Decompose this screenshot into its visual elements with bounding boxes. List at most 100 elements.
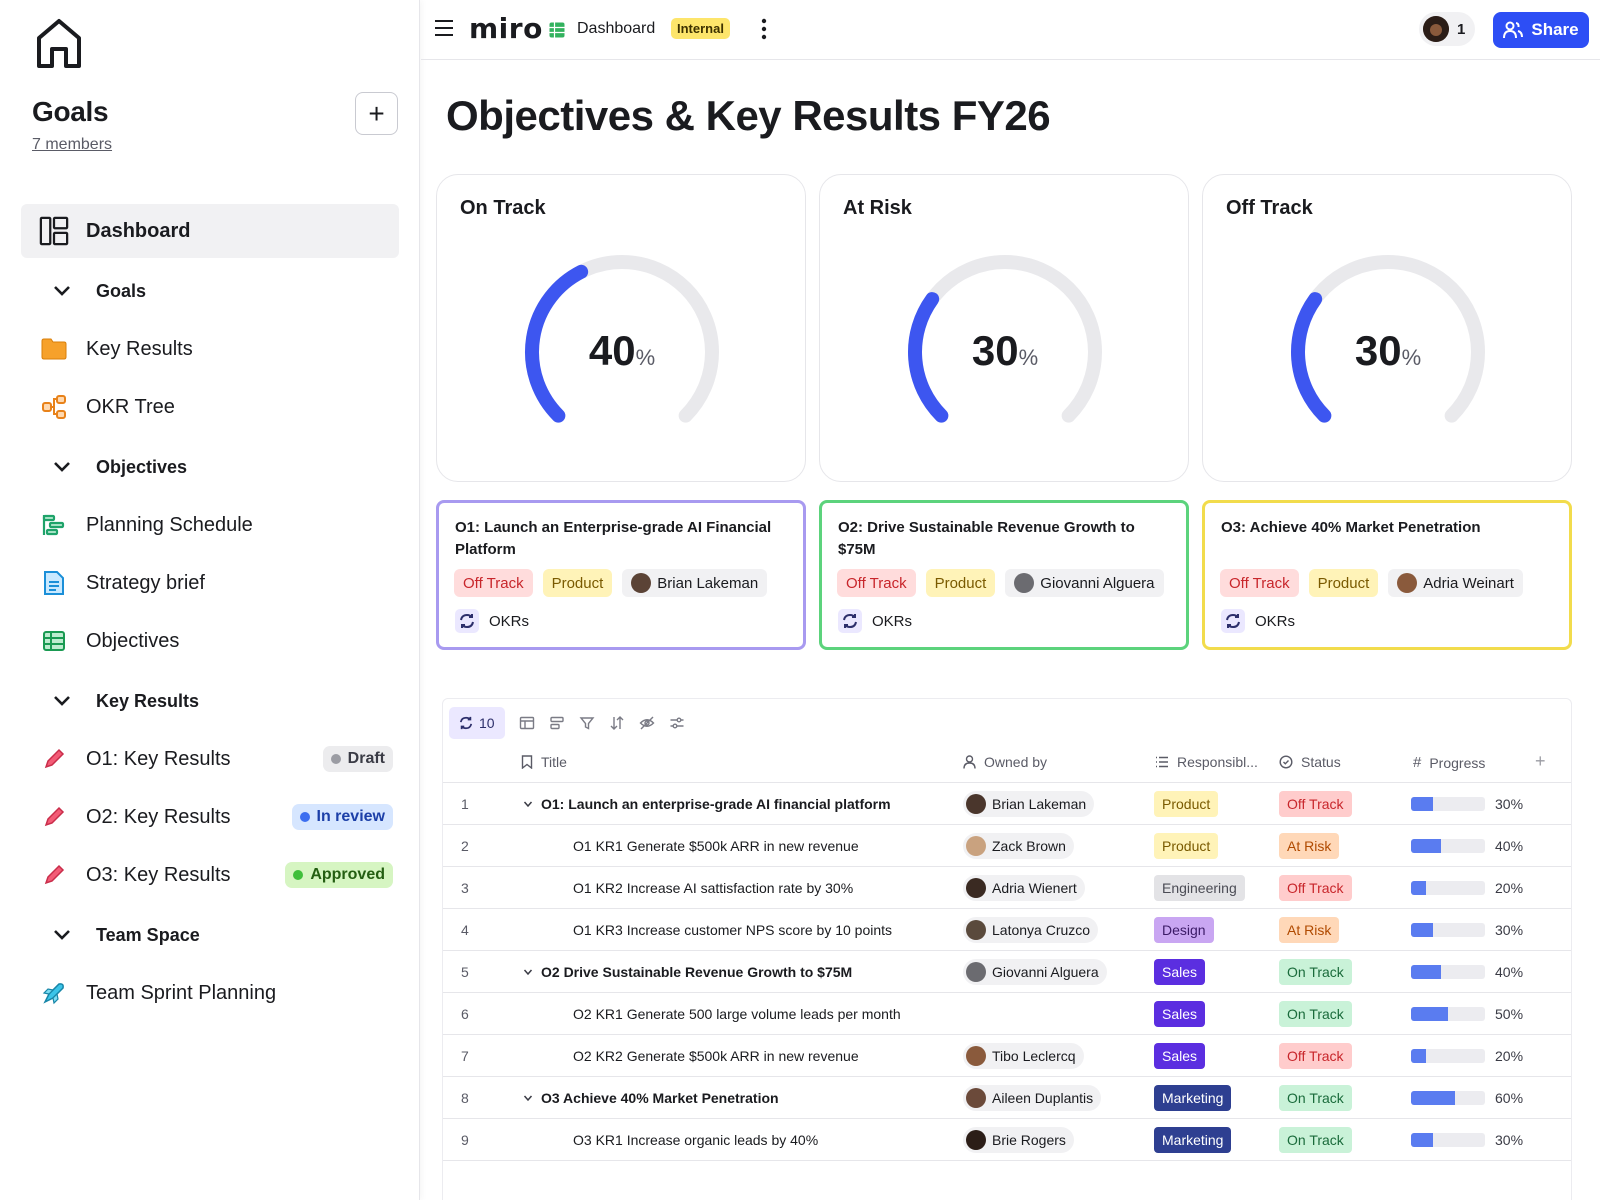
objective-card-o2[interactable]: O2: Drive Sustainable Revenue Growth to …	[819, 500, 1189, 650]
column-responsible[interactable]: Responsibl...	[1155, 754, 1258, 770]
status-tag[interactable]: On Track	[1279, 1085, 1352, 1111]
owner-chip[interactable]: Latonya Cruzco	[963, 917, 1099, 943]
gauge-chart	[525, 255, 719, 423]
table-row[interactable]: 4 O1 KR3 Increase customer NPS score by 1…	[443, 909, 1571, 951]
pencil-icon	[39, 802, 69, 832]
table-row[interactable]: 8 O3 Achieve 40% Market Penetration Aileen…	[443, 1077, 1571, 1119]
chevron-down-icon[interactable]	[523, 1093, 533, 1103]
owner-chip[interactable]: Brian Lakeman	[963, 791, 1095, 817]
miro-logo[interactable]: miro	[469, 12, 543, 45]
sidebar-section-objectives[interactable]: Objectives	[21, 440, 399, 494]
sidebar-item-dashboard[interactable]: Dashboard	[21, 204, 399, 258]
avatar	[966, 878, 986, 898]
table-row[interactable]: 7 O2 KR2 Generate $500k ARR in new revenu…	[443, 1035, 1571, 1077]
gauge-value: 30%	[820, 327, 1190, 375]
responsible-tag[interactable]: Marketing	[1154, 1085, 1232, 1111]
board-name[interactable]: Dashboard	[577, 20, 656, 37]
sidebar-item-team-sprint-planning[interactable]: Team Sprint Planning	[21, 966, 399, 1020]
table-row[interactable]: 1 O1: Launch an enterprise-grade AI finan…	[443, 783, 1571, 825]
owner-chip[interactable]: Adria Wienert	[963, 875, 1085, 901]
hide-icon[interactable]	[639, 715, 655, 731]
members-link[interactable]: 7 members	[32, 136, 113, 153]
sidebar-item-key-results[interactable]: Key Results	[21, 322, 399, 376]
group-icon[interactable]	[549, 715, 565, 731]
avatar	[631, 573, 652, 593]
more-options-icon[interactable]	[761, 18, 767, 40]
status-tag[interactable]: On Track	[1279, 1127, 1352, 1153]
add-column-icon[interactable]: +	[1535, 751, 1546, 771]
owner-chip[interactable]: Aileen Duplantis	[963, 1085, 1102, 1111]
collaborators-button[interactable]: 1	[1419, 12, 1475, 46]
row-title[interactable]: O3 KR1 Increase organic leads by 40%	[573, 1132, 819, 1148]
status-tag[interactable]: Off Track	[1279, 875, 1352, 901]
sidebar-item-o1-key-results[interactable]: O1: Key Results Draft	[21, 732, 399, 786]
table-row[interactable]: 2 O1 KR1 Generate $500k ARR in new revenu…	[443, 825, 1571, 867]
objective-card-o1[interactable]: O1: Launch an Enterprise-grade AI Financ…	[436, 500, 806, 650]
responsible-tag[interactable]: Marketing	[1154, 1127, 1232, 1153]
progress-value: 50%	[1495, 1006, 1524, 1022]
sidebar-item-label: Objectives	[86, 629, 180, 652]
filter-icon[interactable]	[579, 715, 595, 731]
status-tag[interactable]: On Track	[1279, 1001, 1352, 1027]
share-button[interactable]: Share	[1493, 12, 1589, 48]
sidebar-item-o3-key-results[interactable]: O3: Key Results Approved	[21, 848, 399, 902]
sidebar-section-goals[interactable]: Goals	[21, 264, 399, 318]
owner-chip[interactable]: Brie Rogers	[963, 1127, 1074, 1153]
sidebar-item-okr-tree[interactable]: OKR Tree	[21, 380, 399, 434]
chevron-down-icon[interactable]	[523, 967, 533, 977]
owner-chip[interactable]: Tibo Leclercq	[963, 1043, 1084, 1069]
owner-tag: Giovanni Alguera	[1005, 569, 1164, 597]
objective-card-o3[interactable]: O3: Achieve 40% Market Penetration Off T…	[1202, 500, 1572, 650]
sidebar-item-label: Team Space	[96, 924, 200, 945]
status-tag[interactable]: At Risk	[1279, 917, 1340, 943]
row-title[interactable]: O2 Drive Sustainable Revenue Growth to $…	[541, 964, 853, 980]
responsible-tag[interactable]: Product	[1154, 791, 1219, 817]
table-row[interactable]: 6 O2 KR1 Generate 500 large volume leads …	[443, 993, 1571, 1035]
responsible-tag[interactable]: Sales	[1154, 1043, 1206, 1069]
layout-icon[interactable]	[519, 715, 535, 731]
status-tag[interactable]: Off Track	[1279, 1043, 1352, 1069]
chevron-down-icon[interactable]	[523, 799, 533, 809]
owner-chip[interactable]: Zack Brown	[963, 833, 1074, 859]
row-title[interactable]: O3 Achieve 40% Market Penetration	[541, 1090, 779, 1106]
row-title[interactable]: O1 KR1 Generate $500k ARR in new revenue	[573, 838, 859, 854]
sidebar-item-planning-schedule[interactable]: Planning Schedule	[21, 498, 399, 552]
column-owner[interactable]: Owned by	[963, 754, 1047, 770]
responsible-tag[interactable]: Sales	[1154, 959, 1206, 985]
sort-icon[interactable]	[609, 715, 625, 731]
owner-chip[interactable]: Giovanni Alguera	[963, 959, 1107, 985]
avatar	[966, 1088, 986, 1108]
home-icon[interactable]	[34, 16, 84, 70]
responsible-tag[interactable]: Design	[1154, 917, 1214, 943]
sync-count-button[interactable]: 10	[449, 707, 505, 739]
status-tag[interactable]: At Risk	[1279, 833, 1340, 859]
table-row[interactable]: 5 O2 Drive Sustainable Revenue Growth to …	[443, 951, 1571, 993]
row-title[interactable]: O2 KR2 Generate $500k ARR in new revenue	[573, 1048, 859, 1064]
tree-icon	[39, 392, 69, 422]
status-tag[interactable]: Off Track	[1279, 791, 1352, 817]
sidebar-section-team-space[interactable]: Team Space	[21, 908, 399, 962]
responsible-tag[interactable]: Sales	[1154, 1001, 1206, 1027]
responsible-tag[interactable]: Product	[1154, 833, 1219, 859]
add-button[interactable]: +	[355, 92, 398, 135]
responsible-tag[interactable]: Engineering	[1154, 875, 1245, 901]
gauge-chart	[1291, 255, 1485, 423]
sidebar-item-o2-key-results[interactable]: O2: Key Results In review	[21, 790, 399, 844]
column-title[interactable]: Title	[521, 754, 567, 770]
table-row[interactable]: 3 O1 KR2 Increase AI sattisfaction rate b…	[443, 867, 1571, 909]
objective-tags: Off Track Product Adria Weinart	[1220, 569, 1523, 597]
table-row[interactable]: 9 O3 KR1 Increase organic leads by 40% Bri…	[443, 1119, 1571, 1161]
row-title[interactable]: O1 KR2 Increase AI sattisfaction rate by…	[573, 880, 854, 896]
sidebar-section-key-results[interactable]: Key Results	[21, 674, 399, 728]
row-title[interactable]: O1: Launch an enterprise-grade AI financ…	[541, 796, 891, 812]
sidebar-item-strategy-brief[interactable]: Strategy brief	[21, 556, 399, 610]
column-progress[interactable]: # Progress	[1413, 754, 1485, 771]
settings-sliders-icon[interactable]	[669, 715, 685, 731]
progress-fill	[1411, 1133, 1434, 1147]
sidebar-item-objectives-table[interactable]: Objectives	[21, 614, 399, 668]
row-title[interactable]: O1 KR3 Increase customer NPS score by 10…	[573, 922, 893, 938]
column-status[interactable]: Status	[1279, 754, 1341, 770]
menu-icon[interactable]	[434, 18, 454, 38]
row-title[interactable]: O2 KR1 Generate 500 large volume leads p…	[573, 1006, 901, 1022]
status-tag[interactable]: On Track	[1279, 959, 1352, 985]
